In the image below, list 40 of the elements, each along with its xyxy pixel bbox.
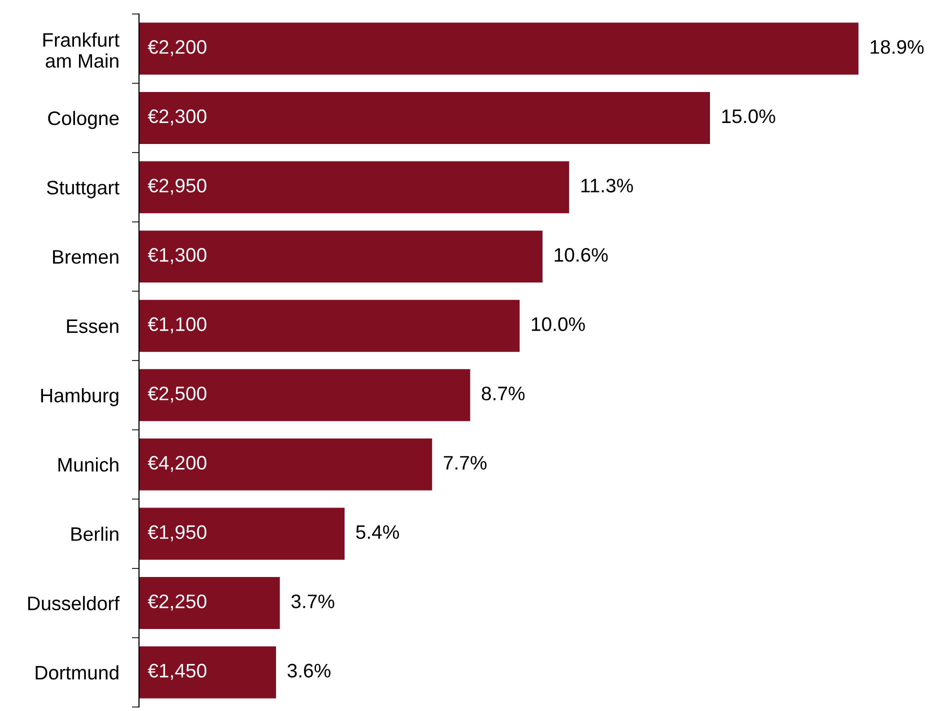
y-tick-label: Frankfurt am Main	[43, 32, 120, 68]
annotation: €2,200	[148, 40, 206, 56]
annotation: €2,300	[148, 109, 206, 126]
bar	[139, 369, 470, 422]
y-tick-label: Hamburg	[41, 388, 118, 406]
annotation: €4,200	[148, 456, 206, 472]
bar	[139, 508, 345, 560]
bar	[139, 300, 520, 352]
bar	[139, 438, 432, 490]
y-tick-label: Berlin	[71, 526, 118, 541]
data-label: 10.6%	[554, 248, 608, 262]
y-tick-label: Stuttgart	[46, 180, 120, 198]
y-tick-label: Dusseldorf	[28, 596, 120, 610]
data-label: 7.7%	[444, 456, 487, 470]
bar	[139, 161, 570, 214]
data-label: 15.0%	[722, 109, 776, 124]
y-tick-label: Dortmund	[36, 665, 118, 680]
y-tick-label: Munich	[58, 457, 118, 472]
annotation: €2,250	[148, 594, 206, 611]
annotation: €1,450	[148, 664, 206, 680]
bar	[139, 92, 710, 144]
bar	[139, 646, 276, 698]
annotation: €1,300	[148, 248, 206, 264]
data-label: 10.0%	[532, 317, 585, 332]
y-tick-label: Cologne	[48, 110, 119, 130]
data-label: 8.7%	[482, 386, 525, 400]
data-label: 3.7%	[291, 594, 334, 608]
data-label: 18.9%	[870, 40, 924, 54]
annotation: €1,100	[148, 317, 206, 334]
bar	[139, 22, 858, 75]
y-tick-label: Bremen	[53, 250, 118, 264]
data-label: 3.6%	[288, 664, 330, 678]
annotation: €2,950	[148, 178, 206, 195]
y-tick-label: Essen	[67, 320, 118, 334]
bar	[139, 230, 542, 283]
annotation: €2,500	[148, 386, 206, 403]
annotation: €1,950	[148, 525, 206, 542]
bar	[139, 577, 280, 630]
data-label: 11.3%	[581, 178, 633, 192]
data-label: 5.4%	[356, 525, 399, 539]
